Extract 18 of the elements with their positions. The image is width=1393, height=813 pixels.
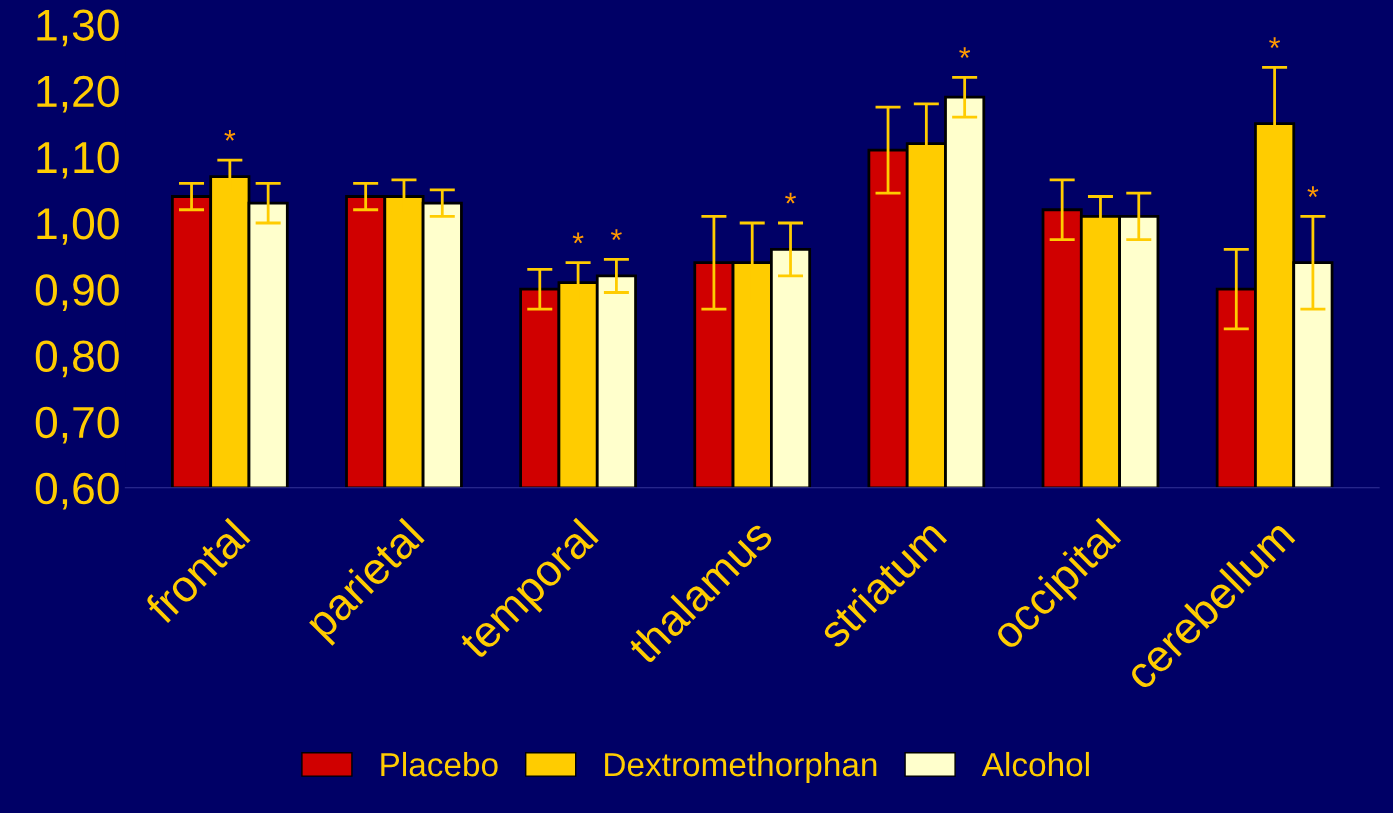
y-tick-label: 1,20: [37, 75, 119, 113]
legend-label: Placebo: [381, 751, 498, 777]
data-label: *: [224, 129, 236, 141]
data-label: *: [785, 192, 796, 204]
legend-label: Alcohol: [981, 751, 1089, 777]
y-tick-label: 0,60: [35, 472, 119, 510]
y-tick-label: 0,70: [35, 406, 119, 444]
y-tick-label: 0,90: [35, 274, 119, 311]
y-tick-label: 1,30: [37, 9, 119, 47]
data-label: *: [1269, 37, 1281, 49]
data-label: *: [572, 232, 584, 244]
legend-label: Dextromethorphan: [605, 751, 877, 783]
y-tick-label: 1,00: [37, 208, 119, 245]
y-tick-label: 1,10: [37, 141, 119, 179]
data-label: *: [1307, 186, 1319, 197]
y-tick-label: 0,80: [35, 340, 119, 378]
data-label: *: [610, 229, 622, 240]
data-label: *: [959, 47, 971, 58]
